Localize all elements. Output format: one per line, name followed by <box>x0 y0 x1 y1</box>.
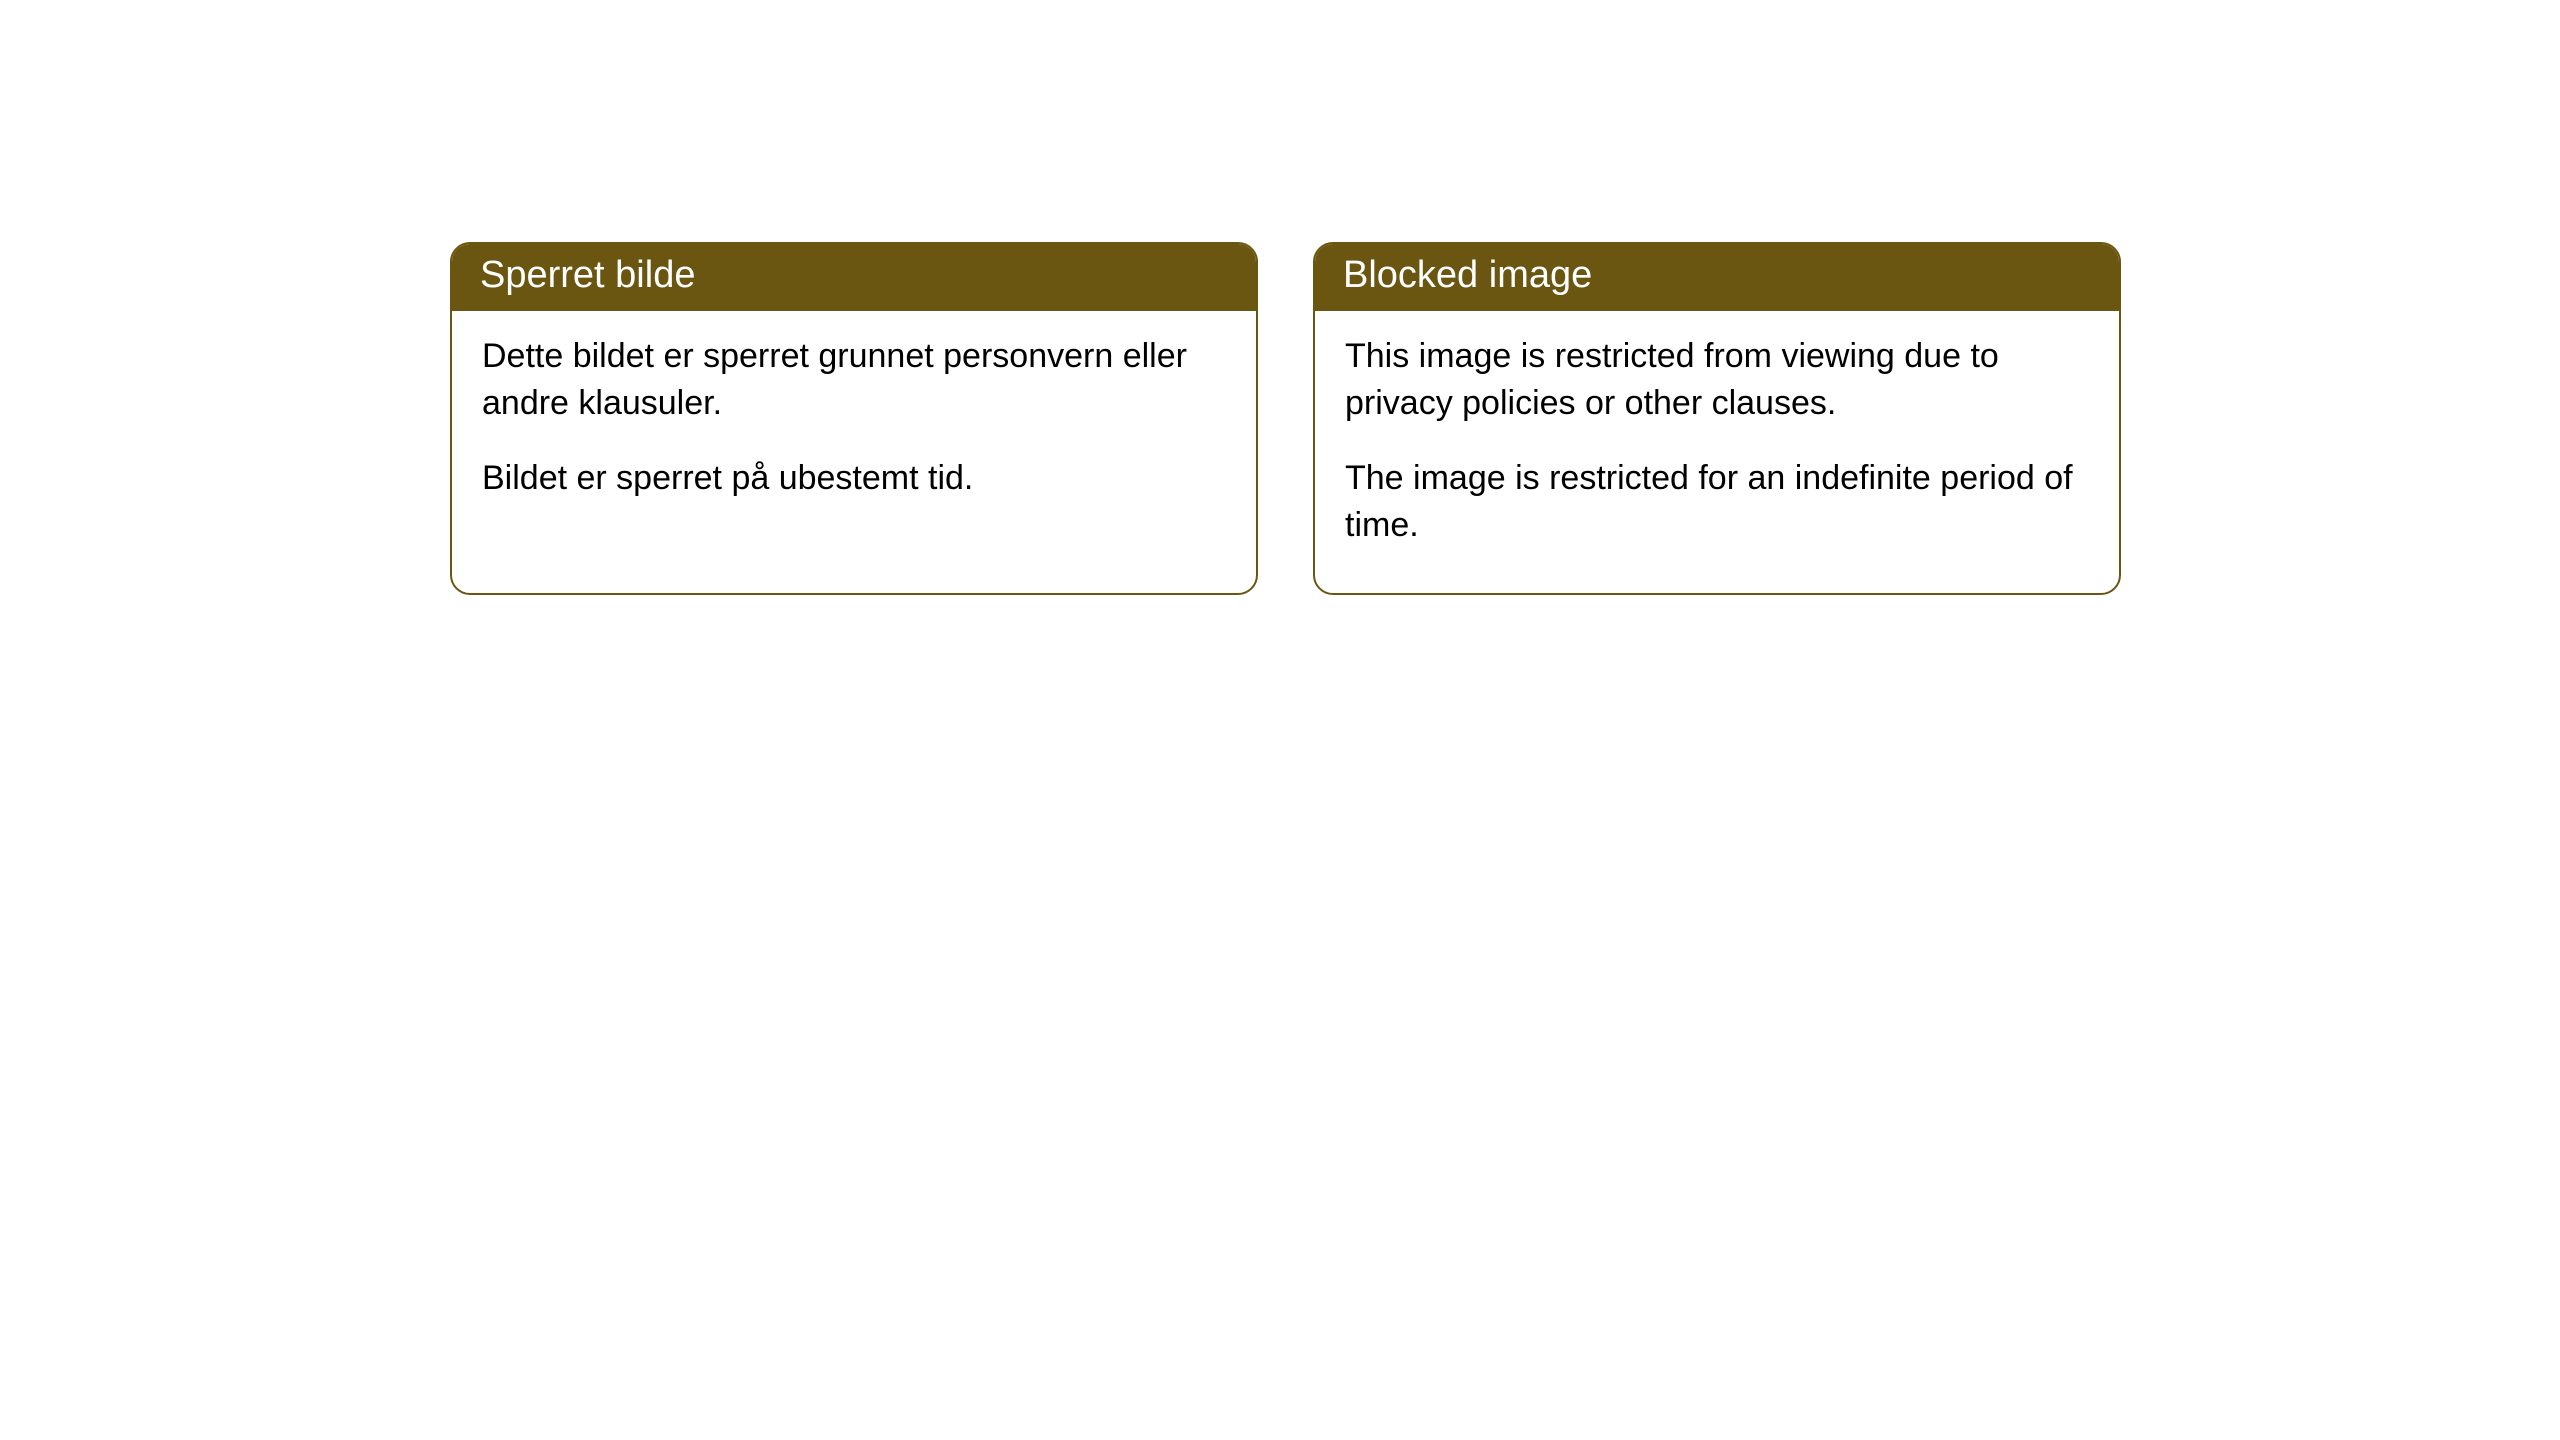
card-paragraph: Dette bildet er sperret grunnet personve… <box>482 333 1226 427</box>
card-paragraph: The image is restricted for an indefinit… <box>1345 455 2089 549</box>
card-paragraph: This image is restricted from viewing du… <box>1345 333 2089 427</box>
card-body: This image is restricted from viewing du… <box>1315 311 2119 593</box>
card-header: Blocked image <box>1315 244 2119 311</box>
card-paragraph: Bildet er sperret på ubestemt tid. <box>482 455 1226 502</box>
card-header: Sperret bilde <box>452 244 1256 311</box>
blocked-image-card-norwegian: Sperret bilde Dette bildet er sperret gr… <box>450 242 1258 595</box>
cards-container: Sperret bilde Dette bildet er sperret gr… <box>0 0 2560 595</box>
blocked-image-card-english: Blocked image This image is restricted f… <box>1313 242 2121 595</box>
card-body: Dette bildet er sperret grunnet personve… <box>452 311 1256 546</box>
